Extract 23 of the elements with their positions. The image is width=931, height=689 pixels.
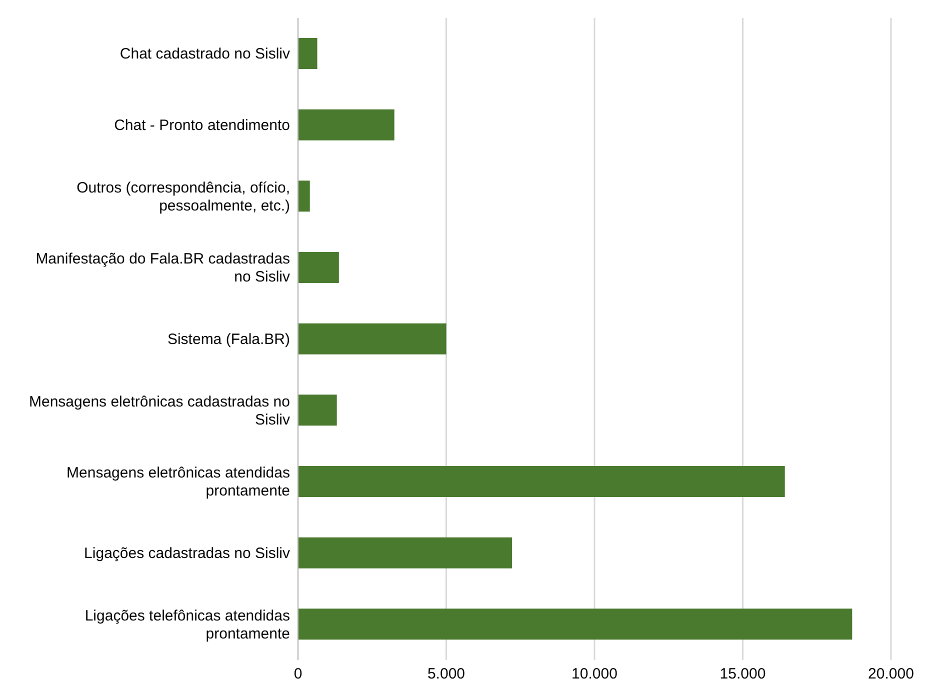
bar — [298, 323, 446, 354]
y-tick-label: Ligações telefônicas atendidas prontamente — [84, 606, 290, 642]
bar — [298, 38, 318, 69]
x-tick-label: 10.000 — [572, 666, 618, 683]
y-tick-label: Manifestação do Fala.BR cadastradas no Sisliv — [36, 250, 290, 286]
bar — [298, 466, 785, 497]
y-tick-label: Mensagens eletrônicas cadastradas no Sisliv — [29, 392, 290, 428]
x-tick-label: 20.000 — [868, 666, 914, 683]
y-tick-label: Chat - Pronto atendimento — [114, 116, 290, 134]
bar — [298, 109, 394, 140]
bar — [298, 537, 512, 568]
x-tick-label: 5.000 — [427, 666, 466, 683]
bar — [298, 180, 310, 212]
y-tick-label: Mensagens eletrônicas atendidas prontamente — [66, 464, 290, 500]
bar — [298, 252, 339, 283]
y-tick-label: Ligações cadastradas no Sisliv — [84, 544, 290, 562]
y-tick-label: Sistema (Fala.BR) — [167, 330, 290, 348]
x-tick-label: 0 — [294, 666, 302, 683]
x-tick-label: 15.000 — [720, 666, 766, 683]
y-tick-label: Outros (correspondência, ofício, pessoalmente, etc.) — [76, 178, 290, 214]
y-tick-label: Chat cadastrado no Sisliv — [120, 45, 290, 62]
bar — [298, 608, 852, 640]
bar — [298, 394, 337, 426]
